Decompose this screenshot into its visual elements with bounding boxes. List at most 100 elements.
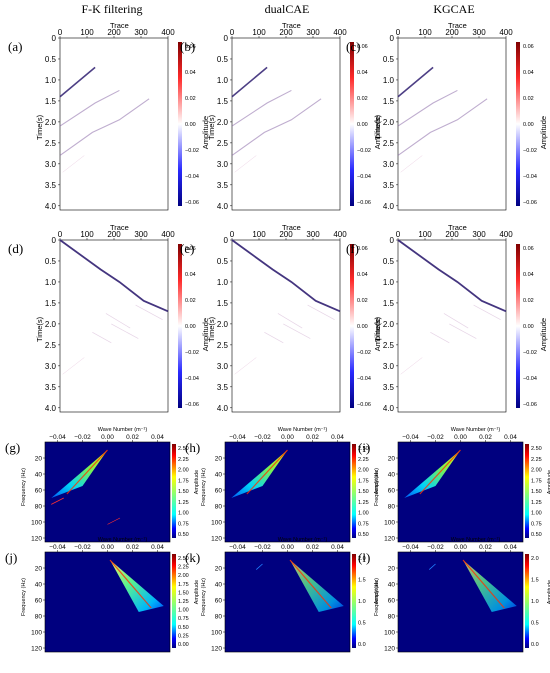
colorbar-tick-label: −0.06 [523, 200, 537, 206]
y-tick-label: 20 [388, 456, 396, 463]
y-axis-label: Frequency (Hz) [201, 468, 207, 506]
y-tick-label: 40 [35, 582, 43, 589]
x-tick-label: −0.02 [427, 544, 444, 551]
colorbar-tick-label: 1.25 [531, 500, 542, 506]
seismic-event [473, 304, 501, 321]
colorbar [525, 554, 529, 648]
x-tick-label: 0.02 [479, 544, 492, 551]
y-tick-label: 80 [388, 614, 396, 621]
energy-peak [419, 449, 461, 495]
colorbar-tick-label: −0.06 [357, 402, 371, 408]
colorbar-tick-label: 1.0 [358, 599, 366, 605]
x-tick-label: 0 [396, 230, 401, 239]
energy-wedge [463, 560, 517, 612]
x-axis-label: Trace [282, 223, 301, 232]
plot-frame [397, 239, 507, 413]
y-tick-label: 3.0 [383, 362, 395, 371]
column-title: KGCAE [433, 2, 474, 16]
colorbar [172, 444, 176, 538]
colorbar [178, 244, 182, 408]
colorbar [352, 444, 356, 538]
colorbar-tick-label: −0.04 [185, 376, 199, 382]
y-tick-label: 80 [215, 504, 223, 511]
y-tick-label: 3.5 [217, 181, 229, 190]
x-tick-label: 300 [134, 28, 148, 37]
y-tick-label: 100 [384, 520, 395, 527]
x-tick-label: 0.00 [454, 544, 467, 551]
colorbar-label: Amplitude [374, 470, 380, 494]
y-axis-label: Frequency (Hz) [21, 468, 27, 506]
seismic-event [135, 304, 163, 321]
alias-streak [428, 563, 436, 570]
y-tick-label: 0 [224, 34, 229, 43]
seismic-event [231, 89, 292, 127]
y-tick-label: 1.0 [383, 278, 395, 287]
colorbar-tick-label: 0.50 [178, 532, 189, 538]
y-tick-label: 0 [52, 236, 57, 245]
y-axis-label: Time(s) [207, 316, 216, 342]
x-tick-label: −0.02 [254, 434, 271, 441]
y-axis-label: Frequency (Hz) [201, 578, 207, 616]
x-axis-label: Wave Number (m⁻¹) [98, 427, 148, 433]
x-tick-label: 200 [445, 230, 459, 239]
colorbar-tick-label: −0.06 [357, 200, 371, 206]
y-tick-label: 3.0 [217, 160, 229, 169]
panel-label: (i) [358, 440, 370, 455]
colorbar-tick-label: 0.00 [357, 122, 368, 128]
x-tick-label: −0.04 [49, 544, 66, 551]
y-tick-label: 60 [35, 598, 43, 605]
x-tick-label: 0.04 [504, 544, 517, 551]
colorbar-tick-label: 0.04 [357, 70, 368, 76]
energy-peak [246, 449, 288, 495]
colorbar-tick-label: 0.5 [531, 621, 539, 627]
x-tick-label: −0.04 [229, 434, 246, 441]
colorbar-label: Amplitude [194, 470, 200, 494]
seismic-event [111, 323, 139, 339]
x-tick-label: 100 [252, 28, 266, 37]
seismic-event [59, 66, 96, 98]
x-tick-label: 200 [445, 28, 459, 37]
y-tick-label: 2.0 [45, 320, 57, 329]
x-tick-label: 0.00 [454, 434, 467, 441]
y-tick-label: 3.0 [45, 362, 57, 371]
seismic-event [443, 313, 469, 329]
y-tick-label: 120 [384, 646, 395, 653]
colorbar-label: Amplitude [374, 580, 380, 604]
colorbar-tick-label: 2.0 [358, 556, 366, 562]
colorbar-tick-label: 1.50 [178, 489, 189, 495]
colorbar-tick-label: −0.02 [523, 148, 537, 154]
colorbar-tick-label: 1.50 [531, 489, 542, 495]
colorbar-tick-label: 1.75 [358, 478, 369, 484]
colorbar-tick-label: 0.75 [531, 521, 542, 527]
y-tick-label: 80 [388, 504, 396, 511]
x-tick-label: 300 [306, 28, 320, 37]
y-tick-label: 4.0 [383, 202, 395, 211]
colorbar-tick-label: 0.06 [523, 246, 534, 252]
y-tick-label: 100 [211, 630, 222, 637]
x-tick-label: 0.00 [101, 544, 114, 551]
alias-streak [255, 563, 263, 570]
y-tick-label: 0 [52, 34, 57, 43]
y-tick-label: 1.0 [217, 76, 229, 85]
y-tick-label: 40 [388, 472, 396, 479]
colorbar-tick-label: 1.5 [358, 578, 366, 584]
y-tick-label: 40 [388, 582, 396, 589]
colorbar-tick-label: 2.25 [178, 457, 189, 463]
colorbar-tick-label: 0.00 [185, 122, 196, 128]
colorbar-tick-label: 2.25 [178, 565, 189, 571]
colorbar-tick-label: −0.04 [357, 376, 371, 382]
seismic-panel: (f) 0 100 200 300 400 Trace 0 0.5 1.0 1.5 2.0 2.5 3.0… [346, 223, 548, 413]
y-axis-label: Time(s) [35, 114, 44, 140]
y-tick-label: 120 [384, 536, 395, 543]
y-tick-label: 120 [211, 536, 222, 543]
y-tick-label: 3.5 [45, 383, 57, 392]
colorbar-tick-label: 2.25 [531, 457, 542, 463]
y-tick-label: 100 [31, 630, 42, 637]
panel-label: (k) [185, 550, 200, 565]
colorbar-label: Amplitude [194, 580, 200, 604]
y-tick-label: 100 [211, 520, 222, 527]
x-axis-label: Wave Number (m⁻¹) [451, 427, 501, 433]
y-tick-label: 4.0 [383, 404, 395, 413]
colorbar-tick-label: 1.5 [531, 578, 539, 584]
